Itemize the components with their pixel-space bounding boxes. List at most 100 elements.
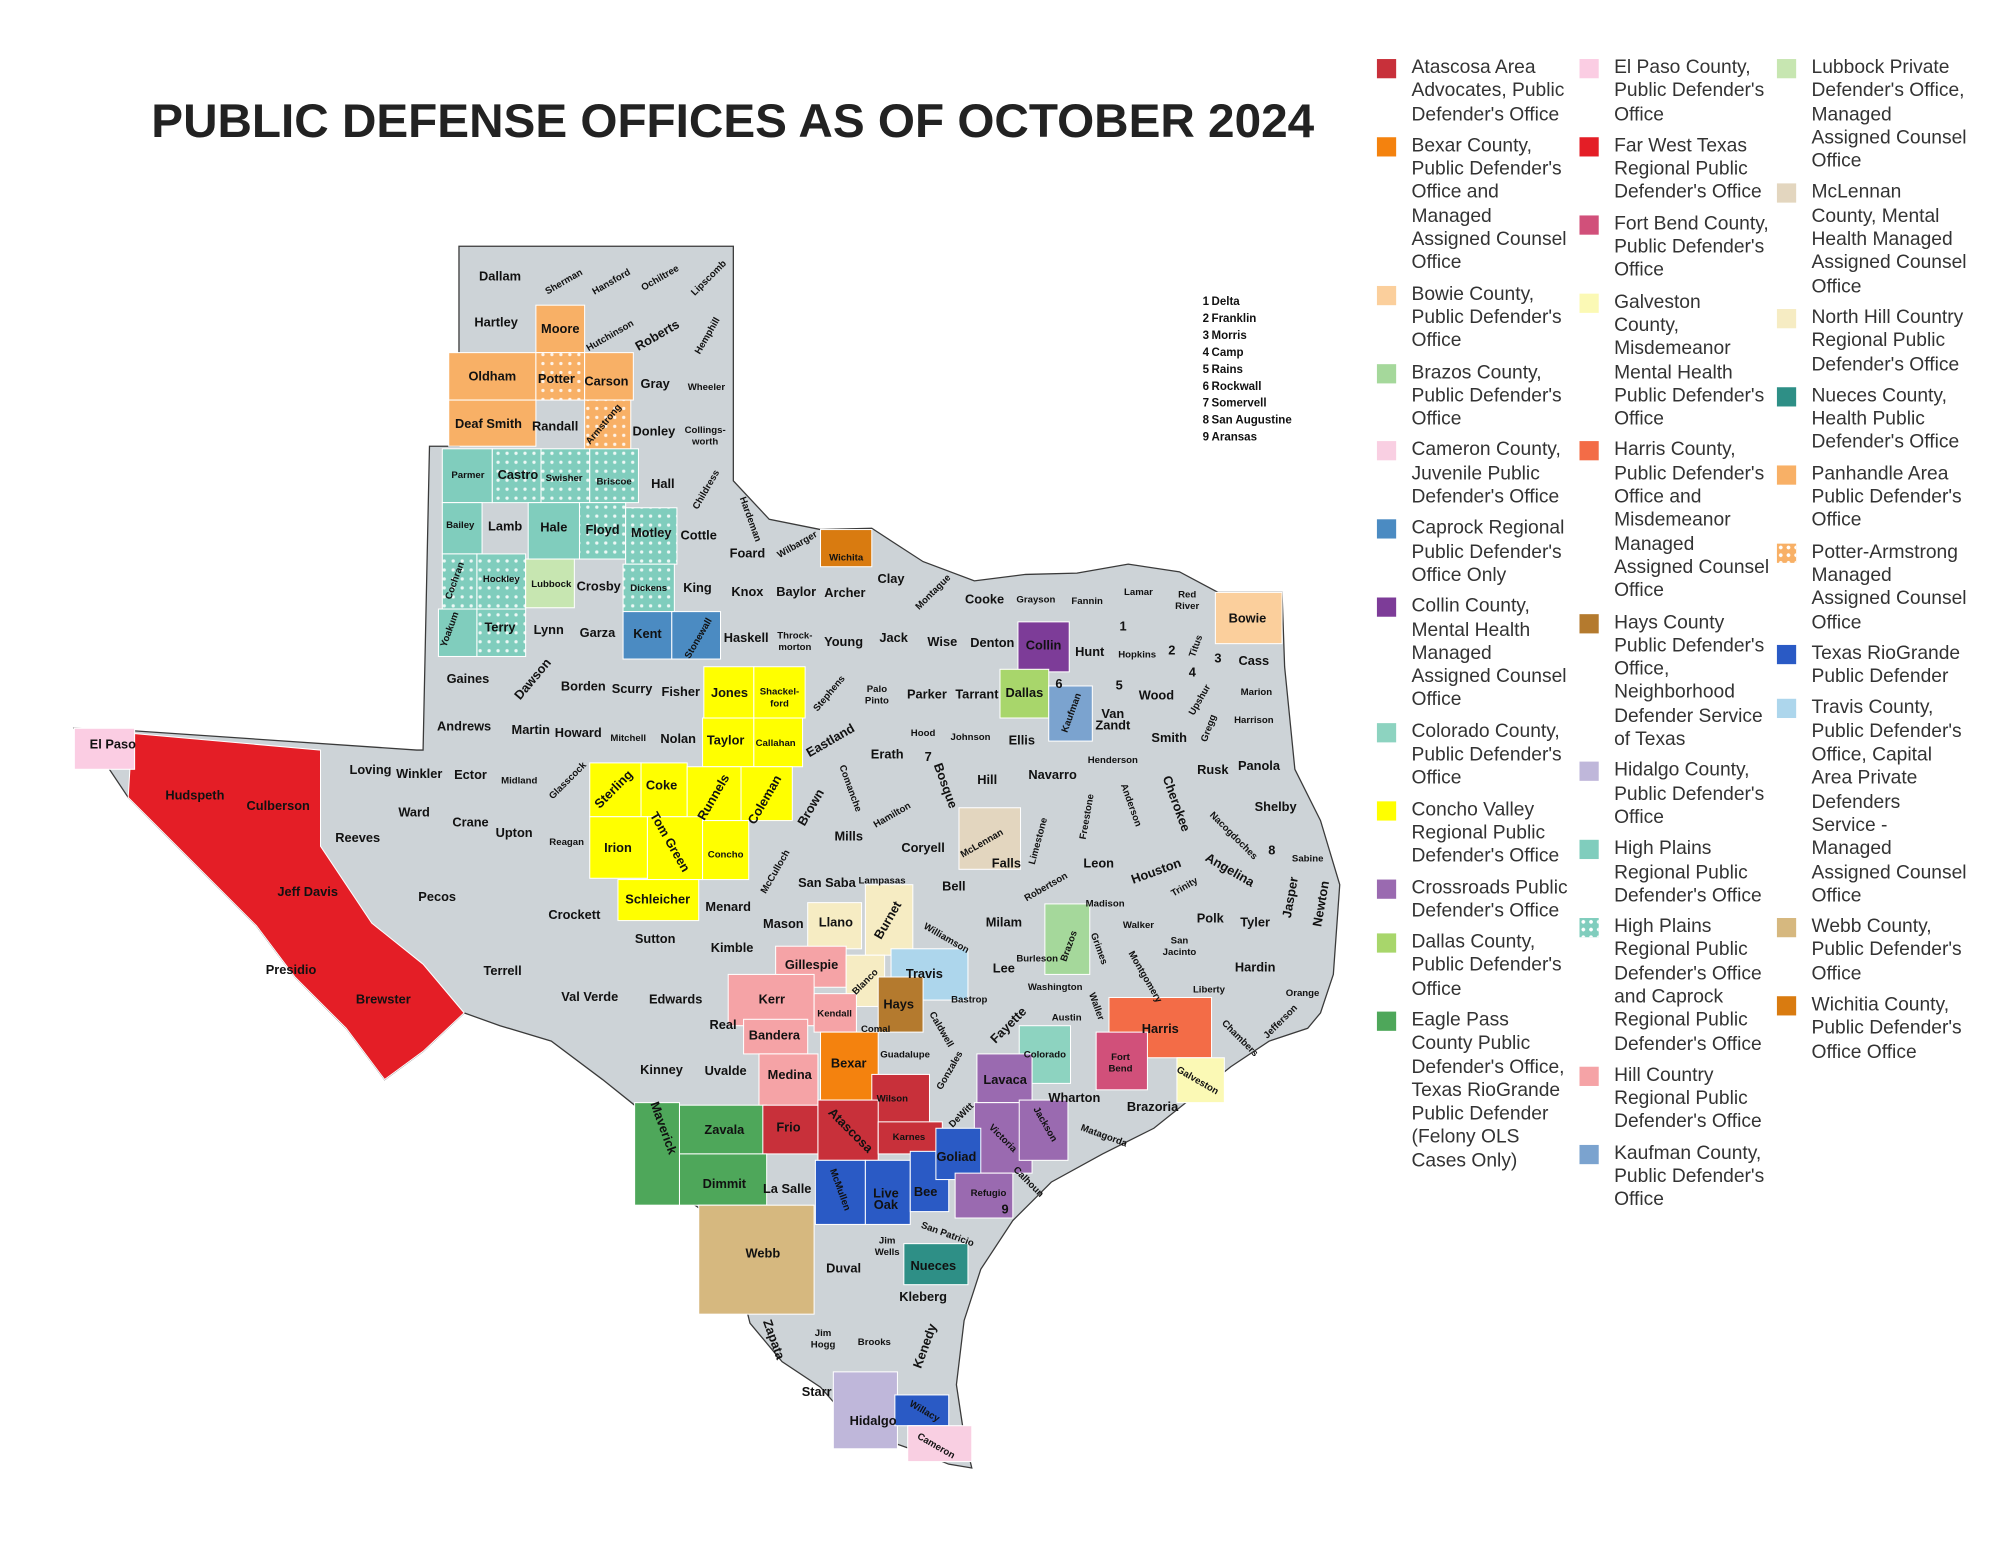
county-label: Bandera [749,1027,801,1042]
county-label: Crane [452,815,488,830]
county-fill [441,502,483,555]
county-fill [634,1102,680,1206]
county-label: Wood [1139,688,1174,703]
legend-label: Wichitia County, Public Defender's Offic… [1811,993,1962,1063]
county-label: Winkler [396,766,442,781]
county-pattern [623,564,675,612]
legend-item: Atascosa Area Advocates, Public Defender… [1376,56,1582,126]
county-label: Grayson [1016,595,1055,606]
county-label: Hall [651,476,675,491]
county-label: Harrison [1234,715,1274,726]
legend-swatch [1376,285,1397,305]
county-fill [589,762,642,818]
legend-label: Bowie County, Public Defender's Office [1411,282,1562,352]
county-label: Bailey [446,520,475,531]
county-fill [441,448,493,504]
county-label: Walker [1123,920,1154,931]
legend-swatch [1376,722,1397,743]
county-label: Howard [555,725,602,740]
county-label: Hood [911,728,936,739]
county-pattern [492,448,542,503]
county-label: El Paso [90,736,136,751]
county-label: Harris [1142,1021,1179,1036]
county-label: Motley [631,525,672,540]
county-fill [525,558,575,609]
legend-item: High Plains Regional Public Defender's O… [1579,916,1784,1057]
legend-swatch [1579,918,1599,938]
legend-item: Dallas County, Public Defender's Office [1376,930,1582,1001]
legend-swatch [1376,597,1397,618]
legend-label: Potter-Armstrong Managed Assigned Counse… [1811,540,1967,633]
county-label: Dimmit [703,1176,747,1191]
legend-label: Travis County, Public Defender's Office,… [1811,696,1967,907]
legend-swatch [1579,840,1599,860]
county-label: Brewster [356,991,411,1006]
legend-item: Caprock Regional Public Defender's Offic… [1376,517,1582,587]
legend-swatch [1776,699,1797,719]
county-label: Reagan [549,837,584,848]
key-number: 5 [1203,364,1210,376]
county-pattern [579,502,626,560]
county-label: Leon [1083,856,1114,871]
county-label: Cass [1239,653,1270,668]
legend-item: Panhandle Area Public Defender's Office [1776,463,1982,533]
county-fill [832,1371,898,1450]
legend-label: Bexar County, Public Defender's Office a… [1411,134,1567,274]
county-label: Hudspeth [165,788,224,803]
county-label: Kendall [817,1009,852,1020]
county-label: Duval [826,1261,861,1276]
county-label: Hopkins [1118,650,1156,661]
county-fill [73,727,136,770]
key-number: 6 [1203,381,1209,393]
key-name: Morris [1212,330,1247,342]
county-label: Erath [871,747,904,762]
legend-label: Collin County, Mental Health Managed Ass… [1411,595,1567,711]
county-fill [820,1031,879,1101]
county-label: Pecos [418,889,456,904]
county-fill [935,1127,982,1181]
county-label: Wheeler [688,382,726,393]
key-name: Rains [1212,364,1243,376]
county-label: Brooks [858,1337,891,1348]
map-number: 4 [1189,665,1197,680]
legend-swatch [1776,308,1797,329]
county-label: Nueces [911,1258,957,1273]
county-label: Jasper [1279,876,1301,919]
county-label: La Salle [763,1181,811,1196]
legend-item: Brazos County, Public Defender's Office [1376,361,1582,431]
legend-label: McLennan County, Mental Health Managed A… [1811,181,1967,298]
legend-label: Dallas County, Public Defender's Office [1411,930,1562,1000]
county-label: Shelby [1255,799,1298,814]
county-label: Gray [641,376,671,391]
county-label: Dallas [1005,685,1043,700]
county-label: Jim Hogg [811,1327,836,1350]
county-label: Fannin [1071,596,1103,607]
legend-item: Eagle Pass County Public Defender's Offi… [1376,1009,1582,1173]
key-name: Delta [1212,296,1241,308]
county-fill [1095,1031,1148,1091]
county-label: Borden [561,679,606,694]
legend-label: Caprock Regional Public Defender's Offic… [1411,517,1565,586]
county-label: Bexar [831,1056,867,1071]
county-label: Schleicher [625,891,690,906]
key-name: Rockwall [1212,381,1262,393]
county-label: Val Verde [561,989,618,1004]
legend-swatch [1579,293,1599,313]
key-name: Camp [1212,347,1244,359]
county-label: Wilson [877,1093,909,1104]
county-label: Burleson [1016,954,1058,965]
county-fill [702,820,750,881]
legend-swatch [1776,465,1797,485]
county-label: Hays [883,997,914,1012]
county-label: Falls [992,856,1021,871]
county-label: Uvalde [705,1063,747,1078]
county-label: Lubbock [531,579,572,590]
county-label: Navarro [1028,767,1077,782]
legend-swatch [1776,387,1797,407]
map-number: 2 [1168,643,1175,658]
county-label: Crockett [548,907,601,922]
county-label: Throck-morton [777,630,812,653]
legend-label: Fort Bend County, Public Defender's Offi… [1614,212,1769,282]
key-number: 9 [1203,432,1209,444]
county-fill [1214,591,1283,645]
